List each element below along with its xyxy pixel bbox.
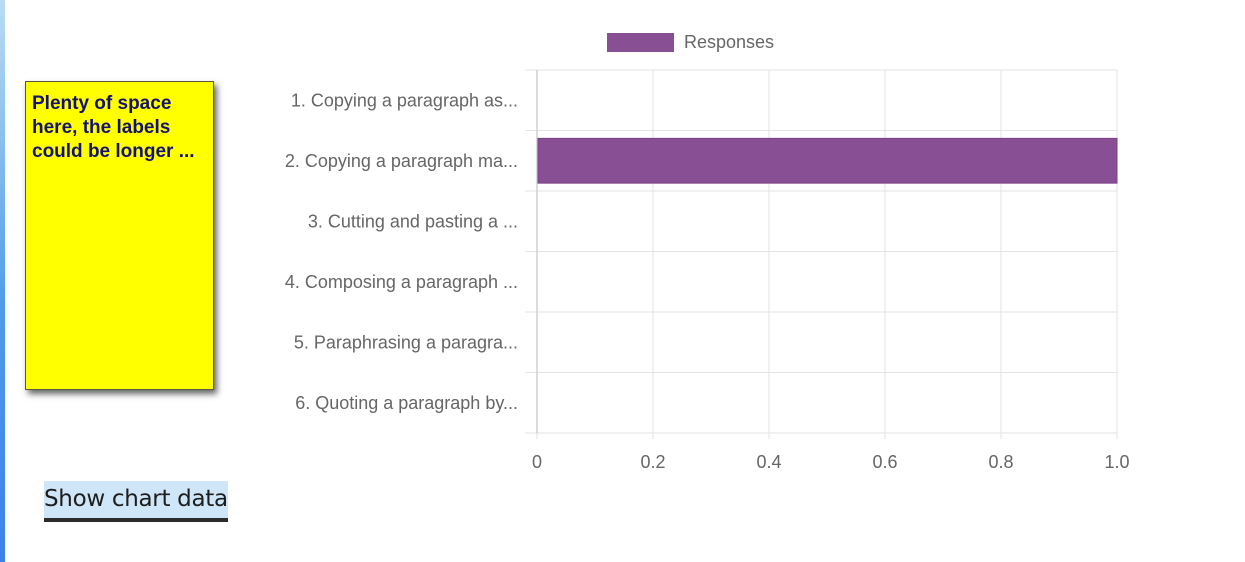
x-tick-label: 0 [532, 452, 542, 472]
category-label: 2. Copying a paragraph ma... [285, 151, 518, 171]
legend-label: Responses [684, 32, 774, 52]
category-label: 6. Quoting a paragraph by... [295, 393, 518, 413]
category-label: 5. Paraphrasing a paragra... [294, 332, 518, 352]
x-tick-label: 1.0 [1104, 452, 1129, 472]
category-label: 1. Copying a paragraph as... [291, 90, 518, 110]
category-label: 4. Composing a paragraph ... [285, 272, 518, 292]
x-tick-label: 0.2 [640, 452, 665, 472]
x-tick-label: 0.6 [872, 452, 897, 472]
x-tick-label: 0.8 [988, 452, 1013, 472]
sticky-note: Plenty of space here, the labels could b… [25, 81, 214, 390]
bar [537, 137, 1118, 184]
show-chart-data-button[interactable]: Show chart data [44, 481, 228, 522]
x-tick-label: 0.4 [756, 452, 781, 472]
legend-swatch [607, 33, 674, 52]
category-label: 3. Cutting and pasting a ... [308, 211, 518, 231]
left-edge-strip [0, 0, 5, 562]
